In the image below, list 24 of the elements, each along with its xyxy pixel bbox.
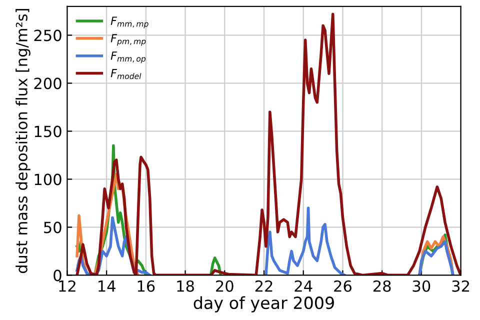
legend-label: F$_{mm,mp}$ xyxy=(110,16,148,28)
x-tick-label: 26 xyxy=(334,280,352,292)
x-axis-title: day of year 2009 xyxy=(194,296,334,312)
x-tick-label: 28 xyxy=(373,280,391,292)
legend-label: F$_{model}$ xyxy=(110,69,142,80)
y-axis-title: dust mass deposition flux [ng/m²s] xyxy=(16,8,30,274)
line-series xyxy=(76,12,461,276)
x-tick-label: 32 xyxy=(452,280,469,292)
x-tick-label: 24 xyxy=(294,280,312,292)
legend-label: F$_{mm,op}$ xyxy=(110,52,146,64)
x-tick-label: 14 xyxy=(98,280,116,292)
x-tick-label: 30 xyxy=(412,280,430,292)
y-tick-label: 200 xyxy=(34,78,62,90)
y-tick-label: 150 xyxy=(34,126,62,138)
y-tick-label: 250 xyxy=(34,30,62,42)
y-tick-label: 50 xyxy=(44,222,62,234)
y-tick-label: 0 xyxy=(54,270,62,282)
x-tick-label: 16 xyxy=(138,280,155,292)
y-tick-label: 100 xyxy=(34,174,62,186)
legend-label: F$_{pm,mp}$ xyxy=(110,34,146,46)
x-tick-label: 22 xyxy=(255,280,272,292)
x-tick-label: 18 xyxy=(177,280,194,292)
x-tick-label: 20 xyxy=(216,280,234,292)
x-tick-label: 12 xyxy=(59,280,76,292)
